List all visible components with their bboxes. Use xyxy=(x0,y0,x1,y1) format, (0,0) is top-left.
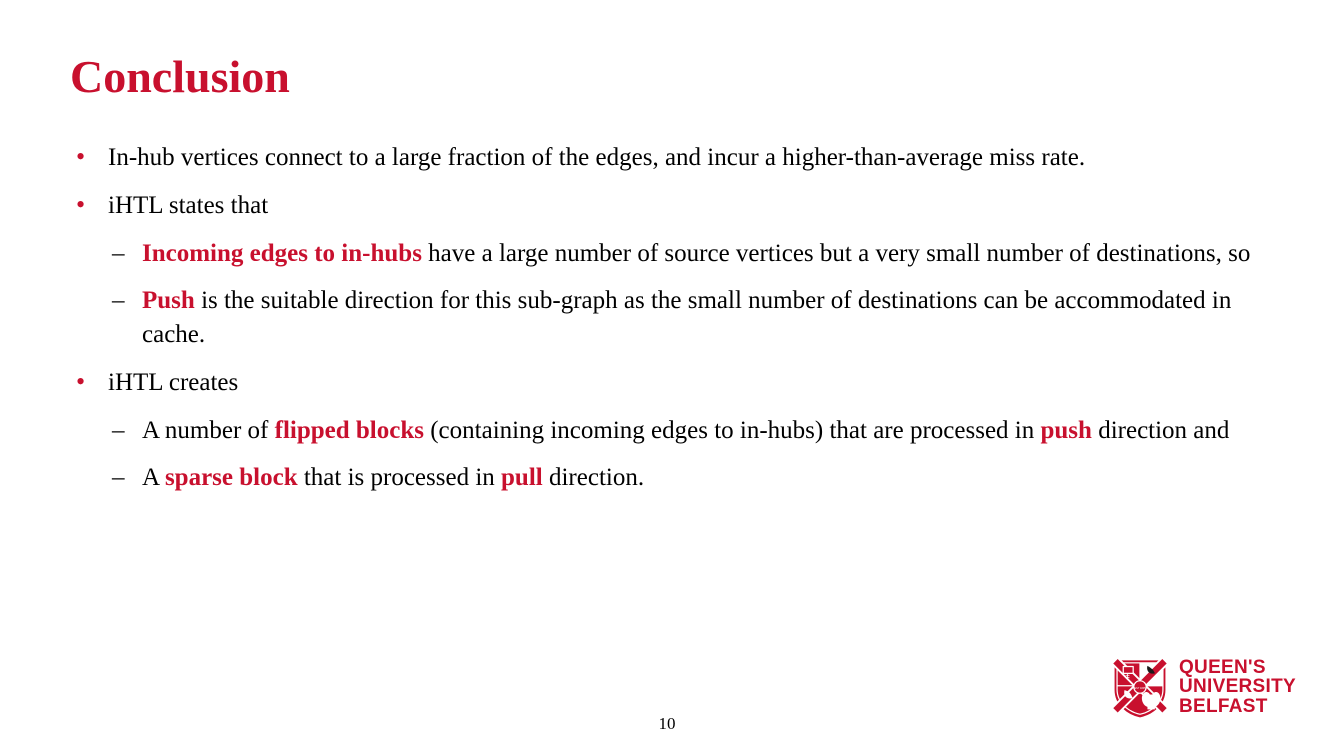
sub-bullet-item: A number of flipped blocks (containing i… xyxy=(108,414,1264,448)
body-text: A number of xyxy=(142,417,275,444)
slide-body: In-hub vertices connect to a large fract… xyxy=(70,141,1264,495)
sub-bullet-item: Push is the suitable direction for this … xyxy=(108,284,1264,352)
body-text: direction and xyxy=(1092,417,1229,444)
emphasis-text: Push xyxy=(142,287,195,314)
sub-bullet-item: A sparse block that is processed in pull… xyxy=(108,461,1264,495)
body-text: is the suitable direction for this sub-g… xyxy=(142,287,1231,348)
body-text: have a large number of source vertices b… xyxy=(422,240,1250,267)
body-text: In-hub vertices connect to a large fract… xyxy=(108,144,1085,171)
body-text: that is processed in xyxy=(298,464,501,491)
bullet-list: In-hub vertices connect to a large fract… xyxy=(70,141,1264,495)
logo-line-2: UNIVERSITY xyxy=(1179,677,1296,696)
emphasis-text: sparse block xyxy=(165,464,298,491)
logo-text: QUEEN'S UNIVERSITY BELFAST xyxy=(1179,658,1296,716)
bullet-item: iHTL states that Incoming edges to in-hub… xyxy=(70,189,1264,352)
svg-text:EST 1845: EST 1845 xyxy=(1135,687,1147,690)
emphasis-text: Incoming edges to in-hubs xyxy=(142,240,422,267)
emphasis-text: pull xyxy=(501,464,543,491)
body-text: direction. xyxy=(543,464,644,491)
bullet-item: iHTL creates A number of flipped blocks (… xyxy=(70,366,1264,495)
sub-bullet-list: A number of flipped blocks (containing i… xyxy=(108,414,1264,496)
logo-line-3: BELFAST xyxy=(1179,697,1296,716)
body-text: (containing incoming edges to in-hubs) t… xyxy=(424,417,1041,444)
bullet-item: In-hub vertices connect to a large fract… xyxy=(70,141,1264,175)
emphasis-text: push xyxy=(1041,417,1092,444)
emphasis-text: flipped blocks xyxy=(275,417,424,444)
body-text: iHTL creates xyxy=(108,369,238,396)
body-text: iHTL states that xyxy=(108,192,268,219)
slide: Conclusion In-hub vertices connect to a … xyxy=(0,0,1334,750)
page-number: 10 xyxy=(659,714,676,734)
university-logo: EST 1845 QUEEN'S UNIVERSITY BELFAST xyxy=(1109,656,1296,718)
body-text: A xyxy=(142,464,165,491)
sub-bullet-item: Incoming edges to in-hubs have a large n… xyxy=(108,237,1264,271)
sub-bullet-list: Incoming edges to in-hubs have a large n… xyxy=(108,237,1264,352)
logo-line-1: QUEEN'S xyxy=(1179,658,1296,677)
slide-title: Conclusion xyxy=(70,50,1264,103)
crest-icon: EST 1845 xyxy=(1109,656,1171,718)
